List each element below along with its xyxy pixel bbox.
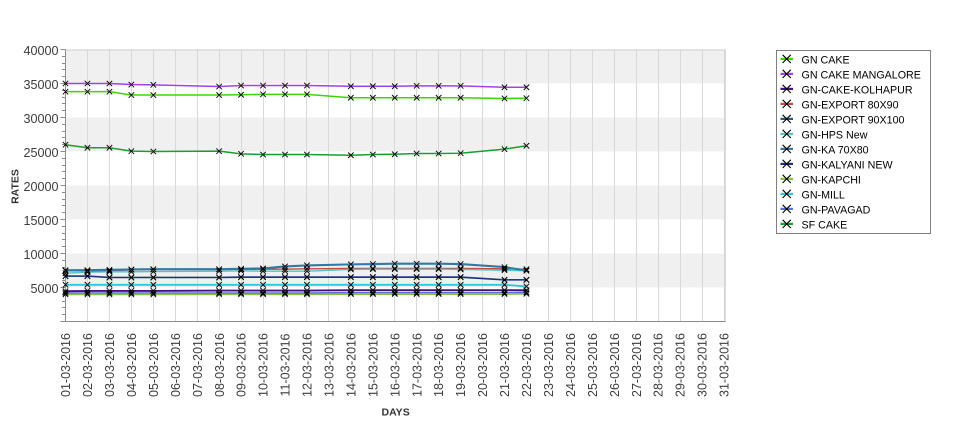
svg-text:DAYS: DAYS <box>381 406 409 418</box>
svg-text:30000: 30000 <box>23 112 58 126</box>
svg-text:01-03-2016: 01-03-2016 <box>59 333 73 397</box>
svg-text:22-03-2016: 22-03-2016 <box>520 333 534 397</box>
svg-text:21-03-2016: 21-03-2016 <box>498 333 512 397</box>
svg-text:27-03-2016: 27-03-2016 <box>630 333 644 397</box>
svg-text:09-03-2016: 09-03-2016 <box>235 333 249 397</box>
svg-text:GN-KA 70X80: GN-KA 70X80 <box>802 144 869 156</box>
svg-text:GN-PAVAGAD: GN-PAVAGAD <box>802 204 871 216</box>
svg-text:35000: 35000 <box>23 78 58 92</box>
svg-text:14-03-2016: 14-03-2016 <box>345 333 359 397</box>
svg-text:15-03-2016: 15-03-2016 <box>366 333 380 397</box>
svg-text:SF CAKE: SF CAKE <box>802 219 848 231</box>
svg-text:17-03-2016: 17-03-2016 <box>410 333 424 397</box>
svg-text:16-03-2016: 16-03-2016 <box>388 333 402 397</box>
svg-text:40000: 40000 <box>23 44 58 58</box>
svg-text:10000: 10000 <box>23 248 58 262</box>
svg-text:31-03-2016: 31-03-2016 <box>718 333 732 397</box>
svg-text:29-03-2016: 29-03-2016 <box>674 333 688 397</box>
svg-text:GN CAKE MANGALORE: GN CAKE MANGALORE <box>802 69 921 81</box>
svg-text:06-03-2016: 06-03-2016 <box>169 333 183 397</box>
svg-text:28-03-2016: 28-03-2016 <box>652 333 666 397</box>
svg-text:25000: 25000 <box>23 146 58 160</box>
svg-text:11-03-2016: 11-03-2016 <box>279 333 293 396</box>
svg-text:10-03-2016: 10-03-2016 <box>257 333 271 397</box>
svg-text:5000: 5000 <box>30 282 58 296</box>
svg-text:02-03-2016: 02-03-2016 <box>81 333 95 397</box>
svg-text:RATES: RATES <box>9 169 21 204</box>
svg-text:GN CAKE: GN CAKE <box>802 54 850 66</box>
svg-text:24-03-2016: 24-03-2016 <box>564 333 578 397</box>
svg-text:08-03-2016: 08-03-2016 <box>213 333 227 397</box>
svg-text:20000: 20000 <box>23 180 58 194</box>
svg-text:04-03-2016: 04-03-2016 <box>125 333 139 397</box>
svg-text:07-03-2016: 07-03-2016 <box>191 333 205 397</box>
svg-text:05-03-2016: 05-03-2016 <box>147 333 161 397</box>
svg-text:GN-EXPORT 90X100: GN-EXPORT 90X100 <box>802 114 905 126</box>
svg-text:GN-CAKE-KOLHAPUR: GN-CAKE-KOLHAPUR <box>802 84 913 96</box>
svg-text:GN-HPS New: GN-HPS New <box>802 129 868 141</box>
svg-text:GN-MILL: GN-MILL <box>802 189 845 201</box>
svg-text:25-03-2016: 25-03-2016 <box>586 333 600 397</box>
svg-text:GN-KAPCHI: GN-KAPCHI <box>802 174 861 186</box>
svg-text:03-03-2016: 03-03-2016 <box>103 333 117 397</box>
svg-text:20-03-2016: 20-03-2016 <box>476 333 490 397</box>
svg-text:26-03-2016: 26-03-2016 <box>608 333 622 397</box>
svg-text:15000: 15000 <box>23 214 58 228</box>
svg-text:19-03-2016: 19-03-2016 <box>454 333 468 397</box>
svg-text:GN-KALYANI NEW: GN-KALYANI NEW <box>802 159 894 171</box>
svg-text:18-03-2016: 18-03-2016 <box>432 333 446 397</box>
svg-text:GN-EXPORT 80X90: GN-EXPORT 80X90 <box>802 99 899 111</box>
svg-text:23-03-2016: 23-03-2016 <box>542 333 556 397</box>
svg-text:13-03-2016: 13-03-2016 <box>323 333 337 397</box>
svg-text:12-03-2016: 12-03-2016 <box>301 333 315 397</box>
svg-text:30-03-2016: 30-03-2016 <box>696 333 710 397</box>
